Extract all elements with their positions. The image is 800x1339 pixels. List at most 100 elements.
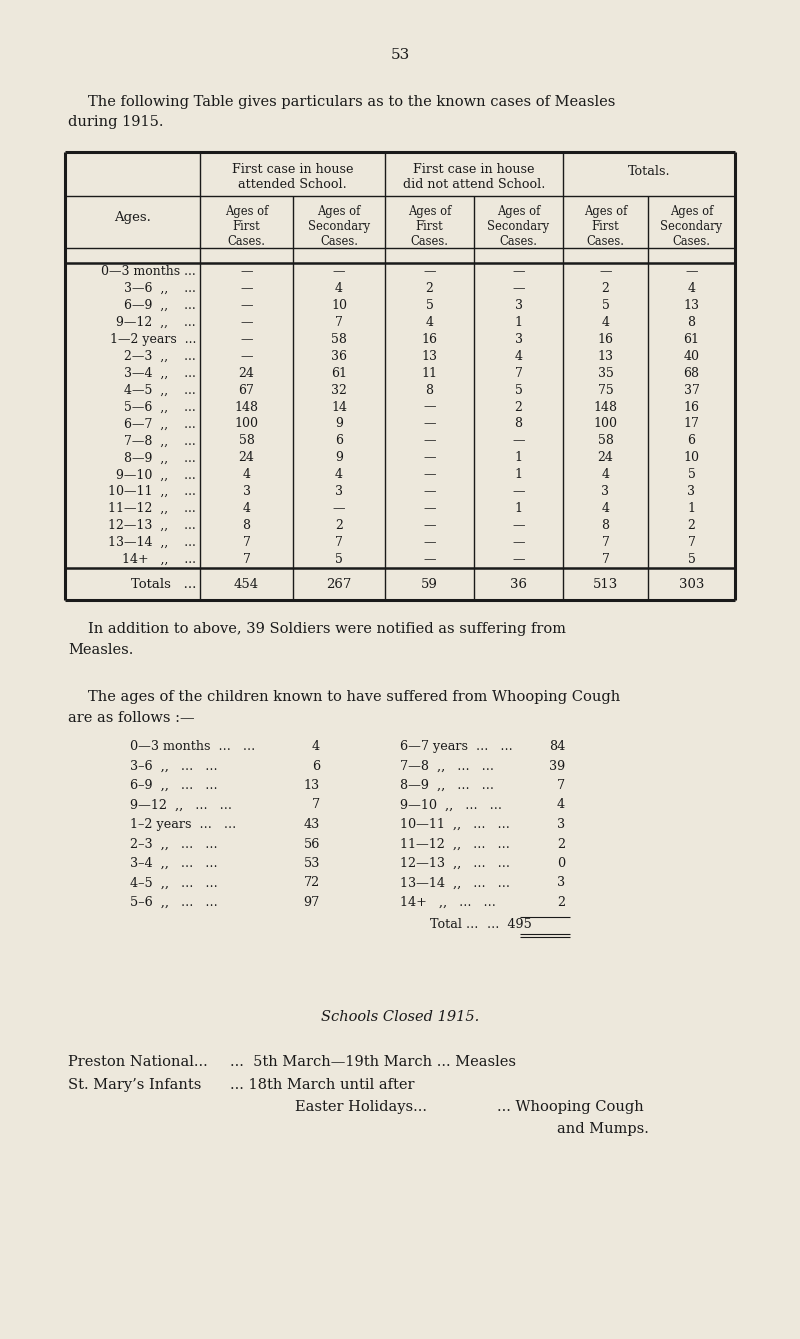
- Text: 58: 58: [331, 333, 347, 345]
- Text: —: —: [512, 553, 525, 566]
- Text: 4: 4: [335, 283, 343, 295]
- Text: are as follows :—: are as follows :—: [68, 711, 194, 724]
- Text: ... 18th March until after: ... 18th March until after: [230, 1078, 414, 1093]
- Text: First case in house
did not attend School.: First case in house did not attend Schoo…: [403, 163, 545, 191]
- Text: 4: 4: [687, 283, 695, 295]
- Text: 11—12  ,,   ...   ...: 11—12 ,, ... ...: [400, 837, 510, 850]
- Text: 5: 5: [602, 299, 610, 312]
- Text: 6—7  ,,    ...: 6—7 ,, ...: [124, 418, 196, 430]
- Text: 1: 1: [514, 469, 522, 481]
- Text: 6: 6: [312, 759, 320, 773]
- Text: 3: 3: [335, 485, 343, 498]
- Text: 4: 4: [514, 349, 522, 363]
- Text: 454: 454: [234, 577, 259, 590]
- Text: 97: 97: [304, 896, 320, 909]
- Text: and Mumps.: and Mumps.: [557, 1122, 649, 1135]
- Text: —: —: [599, 265, 612, 279]
- Text: 9: 9: [335, 451, 343, 465]
- Text: 13: 13: [422, 349, 438, 363]
- Text: 7: 7: [514, 367, 522, 380]
- Text: —: —: [240, 265, 253, 279]
- Text: 4: 4: [602, 316, 610, 329]
- Text: —: —: [423, 469, 436, 481]
- Text: 4: 4: [312, 740, 320, 753]
- Text: 3: 3: [602, 485, 610, 498]
- Text: Schools Closed 1915.: Schools Closed 1915.: [321, 1010, 479, 1024]
- Text: 8: 8: [602, 520, 610, 532]
- Text: —: —: [240, 333, 253, 345]
- Text: 16: 16: [598, 333, 614, 345]
- Text: 2: 2: [687, 520, 695, 532]
- Text: 6–9  ,,   ...   ...: 6–9 ,, ... ...: [130, 779, 218, 791]
- Text: Preston National...: Preston National...: [68, 1055, 208, 1069]
- Text: 0: 0: [557, 857, 565, 870]
- Text: 53: 53: [390, 48, 410, 62]
- Text: 84: 84: [549, 740, 565, 753]
- Text: 4: 4: [557, 798, 565, 811]
- Text: 4: 4: [335, 469, 343, 481]
- Text: 5: 5: [687, 469, 695, 481]
- Text: Easter Holidays...: Easter Holidays...: [295, 1101, 427, 1114]
- Text: 4: 4: [242, 502, 250, 516]
- Text: 13: 13: [304, 779, 320, 791]
- Text: 4: 4: [602, 502, 610, 516]
- Text: 7: 7: [335, 536, 343, 549]
- Text: 56: 56: [304, 837, 320, 850]
- Text: 11—12  ,,    ...: 11—12 ,, ...: [108, 502, 196, 516]
- Text: 148: 148: [234, 400, 258, 414]
- Text: 8—9  ,,   ...   ...: 8—9 ,, ... ...: [400, 779, 494, 791]
- Text: 61: 61: [683, 333, 699, 345]
- Text: 12—13  ,,   ...   ...: 12—13 ,, ... ...: [400, 857, 510, 870]
- Text: 32: 32: [331, 383, 347, 396]
- Text: 1–2 years  ...   ...: 1–2 years ... ...: [130, 818, 236, 832]
- Text: 13—14  ,,    ...: 13—14 ,, ...: [108, 536, 196, 549]
- Text: 7: 7: [242, 553, 250, 566]
- Text: 2: 2: [426, 283, 434, 295]
- Text: ...  495: ... 495: [487, 919, 532, 932]
- Text: 9: 9: [335, 418, 343, 430]
- Text: 3–4  ,,   ...   ...: 3–4 ,, ... ...: [130, 857, 218, 870]
- Text: 7: 7: [242, 536, 250, 549]
- Text: Ages of
First
Cases.: Ages of First Cases.: [408, 205, 451, 248]
- Text: The following Table gives particulars as to the known cases of Measles: The following Table gives particulars as…: [88, 95, 615, 108]
- Text: 67: 67: [238, 383, 254, 396]
- Text: 75: 75: [598, 383, 614, 396]
- Text: 13: 13: [598, 349, 614, 363]
- Text: 5: 5: [514, 383, 522, 396]
- Text: 2: 2: [602, 283, 610, 295]
- Text: St. Mary’s Infants: St. Mary’s Infants: [68, 1078, 202, 1093]
- Text: 8—9  ,,    ...: 8—9 ,, ...: [124, 451, 196, 465]
- Text: 148: 148: [594, 400, 618, 414]
- Text: —: —: [423, 400, 436, 414]
- Text: 7: 7: [687, 536, 695, 549]
- Text: —: —: [423, 502, 436, 516]
- Text: 24: 24: [238, 451, 254, 465]
- Text: —: —: [240, 349, 253, 363]
- Text: 2: 2: [514, 400, 522, 414]
- Text: Ages.: Ages.: [114, 210, 151, 224]
- Text: 1: 1: [514, 502, 522, 516]
- Text: 3: 3: [514, 333, 522, 345]
- Text: Ages of
First
Cases.: Ages of First Cases.: [225, 205, 268, 248]
- Text: 7: 7: [602, 553, 610, 566]
- Text: 1: 1: [687, 502, 695, 516]
- Text: 6—9  ,,    ...: 6—9 ,, ...: [124, 299, 196, 312]
- Text: 14+   ,,    ...: 14+ ,, ...: [122, 553, 196, 566]
- Text: 3: 3: [557, 818, 565, 832]
- Text: 16: 16: [683, 400, 699, 414]
- Text: 10: 10: [331, 299, 347, 312]
- Text: —: —: [512, 520, 525, 532]
- Text: 8: 8: [242, 520, 250, 532]
- Text: —: —: [240, 299, 253, 312]
- Text: 4–5  ,,   ...   ...: 4–5 ,, ... ...: [130, 877, 218, 889]
- Text: 24: 24: [238, 367, 254, 380]
- Text: 5: 5: [687, 553, 695, 566]
- Text: 5: 5: [426, 299, 434, 312]
- Text: 10—11  ,,    ...: 10—11 ,, ...: [108, 485, 196, 498]
- Text: Ages of
First
Cases.: Ages of First Cases.: [584, 205, 627, 248]
- Text: 36: 36: [331, 349, 347, 363]
- Text: —: —: [333, 502, 346, 516]
- Text: —: —: [423, 520, 436, 532]
- Text: 17: 17: [683, 418, 699, 430]
- Text: —: —: [686, 265, 698, 279]
